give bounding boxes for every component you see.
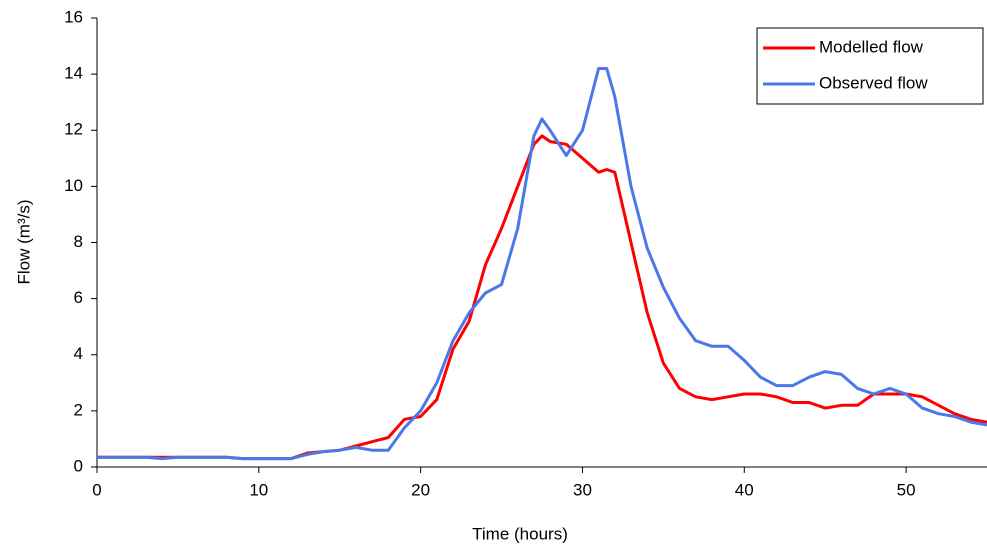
y-tick-label: 12 <box>64 120 83 139</box>
legend-box <box>756 27 984 105</box>
y-tick-label: 2 <box>74 400 83 419</box>
legend-label: Modelled flow <box>819 37 924 56</box>
y-tick-label: 4 <box>74 344 83 363</box>
x-axis-label: Time (hours) <box>472 524 568 543</box>
data-line <box>97 134 987 461</box>
data-line <box>97 67 987 461</box>
y-tick-label: 0 <box>74 456 83 475</box>
legend-label: Observed flow <box>819 73 928 92</box>
x-tick-label: 50 <box>897 480 916 499</box>
y-axis-label: Flow (m³/s) <box>14 200 33 285</box>
y-tick-label: 14 <box>64 64 83 83</box>
y-tick-label: 8 <box>74 232 83 251</box>
x-tick-label: 40 <box>735 480 754 499</box>
x-tick-label: 20 <box>411 480 430 499</box>
x-tick-label: 10 <box>249 480 268 499</box>
x-tick-label: 30 <box>573 480 592 499</box>
y-tick-label: 10 <box>64 176 83 195</box>
y-tick-label: 6 <box>74 288 83 307</box>
y-tick-label: 16 <box>64 7 83 26</box>
x-tick-label: 0 <box>92 480 101 499</box>
